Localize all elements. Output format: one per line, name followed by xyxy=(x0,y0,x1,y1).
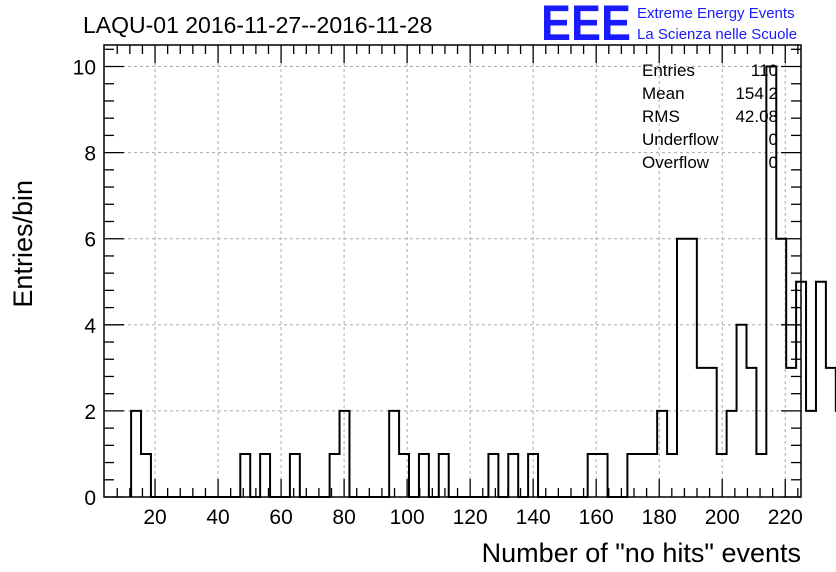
x-tick-label-1: 40 xyxy=(206,506,229,529)
stats-label-underflow: Underflow xyxy=(642,130,719,149)
x-tick-label-7: 160 xyxy=(579,506,614,529)
x-tick-label-2: 60 xyxy=(269,506,292,529)
axis-ticks xyxy=(104,45,801,498)
eee-logo-line2: La Scienza nelle Scuole xyxy=(637,26,797,43)
x-tick-label-3: 80 xyxy=(332,506,355,529)
x-tick-label-5: 120 xyxy=(453,506,488,529)
stats-label-overflow: Overflow xyxy=(642,153,710,172)
x-tick-label-0: 20 xyxy=(143,506,166,529)
stats-value-rms: 42.08 xyxy=(735,107,778,126)
y-tick-label-4: 8 xyxy=(84,143,96,166)
eee-logo: EEE Extreme Energy Events La Scienza nel… xyxy=(541,0,797,51)
stats-value-mean: 154.2 xyxy=(735,84,778,103)
histogram-series xyxy=(130,65,836,498)
x-tick-label-10: 220 xyxy=(768,506,803,529)
grid xyxy=(104,45,801,497)
stats-label-entries: Entries xyxy=(642,61,695,80)
x-tick-label-8: 180 xyxy=(642,506,677,529)
stats-value-overflow: 0 xyxy=(769,153,778,172)
eee-logo-mark: EEE xyxy=(541,0,631,51)
y-tick-label-1: 2 xyxy=(84,401,96,424)
x-axis-label: Number of "no hits" events xyxy=(482,538,801,568)
y-tick-label-5: 10 xyxy=(73,57,96,80)
y-tick-label-2: 4 xyxy=(84,315,96,338)
axis-tick-labels: 20 40 60 80 100 120 140 160 180 200 220 0 2 4 6 8 10 xyxy=(73,57,803,529)
y-tick-label-3: 6 xyxy=(84,229,96,252)
y-axis-label: Entries/bin xyxy=(8,180,38,308)
plot-frame xyxy=(103,44,802,498)
stats-value-entries: 110 xyxy=(751,61,778,80)
eee-logo-line1: Extreme Energy Events xyxy=(637,5,795,22)
y-tick-label-0: 0 xyxy=(84,487,96,510)
stats-label-mean: Mean xyxy=(642,84,685,103)
stats-label-rms: RMS xyxy=(642,107,680,126)
stats-value-underflow: 0 xyxy=(769,130,778,149)
stats-box: Entries 110 Mean 154.2 RMS 42.08 Underfl… xyxy=(642,61,778,172)
x-tick-label-4: 100 xyxy=(390,506,425,529)
x-tick-label-9: 200 xyxy=(705,506,740,529)
x-tick-label-6: 140 xyxy=(516,506,551,529)
chart-title: LAQU-01 2016-11-27--2016-11-28 xyxy=(83,12,432,38)
